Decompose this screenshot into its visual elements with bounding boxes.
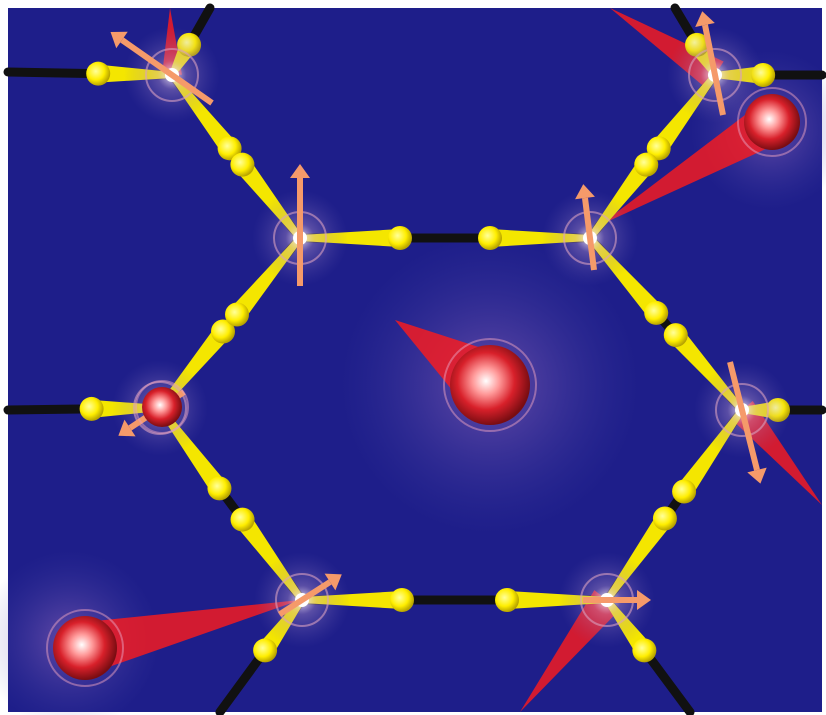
spin-arrowhead — [747, 467, 767, 484]
node-ring — [275, 573, 329, 627]
spin-arrowhead — [575, 184, 595, 200]
yellow-ball — [225, 302, 249, 327]
yellow-ball — [230, 507, 255, 532]
yellow-ball — [672, 479, 697, 504]
sphere-halo — [135, 380, 189, 434]
spin-arrow — [277, 579, 332, 617]
spin-arrowhead — [695, 11, 715, 27]
spin-arrowhead — [290, 164, 310, 178]
node-ring — [145, 48, 199, 102]
yellow-ball — [632, 638, 657, 663]
sphere-halo — [737, 87, 807, 157]
yellow-ball — [495, 588, 519, 612]
spin-arrowhead — [110, 31, 128, 49]
sphere-halo — [46, 609, 124, 687]
spin-arrow — [702, 24, 726, 116]
spin-arrow — [120, 37, 214, 106]
yellow-ball — [86, 61, 111, 86]
yellow-ball — [478, 226, 502, 250]
yellow-ball — [644, 300, 669, 325]
node-ring — [715, 383, 769, 437]
red-sphere — [53, 616, 117, 680]
yellow-ball — [207, 476, 232, 501]
spin-arrow — [582, 197, 597, 271]
spin-arrowhead — [118, 419, 136, 437]
red-trail — [600, 103, 784, 225]
red-trail — [79, 600, 301, 674]
sphere-halo — [443, 338, 537, 432]
red-sphere — [142, 387, 182, 427]
spin-arrow — [727, 361, 760, 471]
yellow-ball — [253, 638, 278, 663]
yellow-ball — [390, 588, 414, 612]
spin-arrowhead — [637, 590, 651, 610]
yellow-ball — [652, 506, 677, 531]
node-ring — [563, 211, 617, 265]
yellow-ball — [663, 323, 688, 348]
yellow-ball — [211, 319, 235, 344]
red-sphere — [450, 345, 530, 425]
yellow-ball — [217, 136, 242, 161]
yellow-ball — [646, 136, 671, 161]
yellow-ball — [230, 152, 255, 177]
yellow-ball — [388, 226, 412, 250]
yellow-ball — [634, 152, 659, 177]
red-sphere — [744, 94, 800, 150]
yellow-ball — [79, 396, 104, 421]
node-ring — [688, 48, 742, 102]
lattice — [0, 3, 826, 715]
spin-arrowhead — [324, 573, 342, 591]
